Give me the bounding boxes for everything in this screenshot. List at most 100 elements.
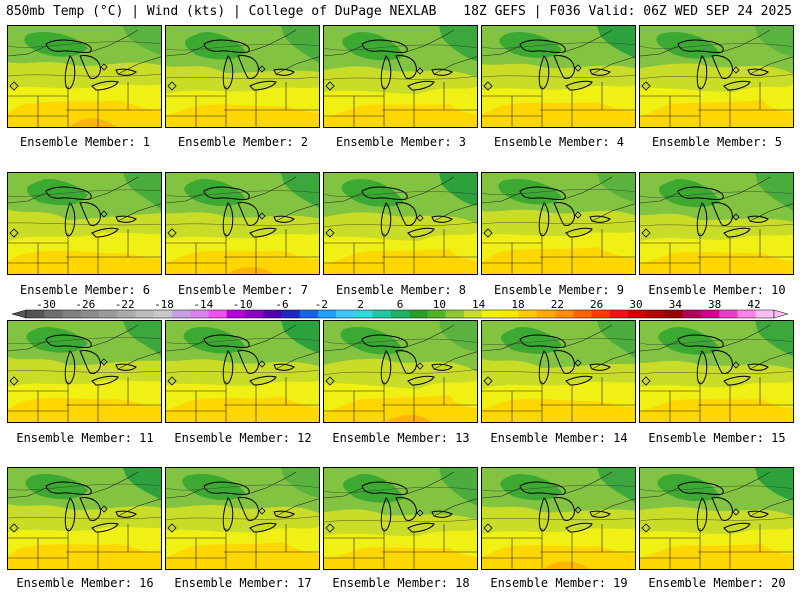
colorbar-swatch xyxy=(390,310,410,318)
colorbar-tick-label: -2 xyxy=(314,298,328,311)
ensemble-panel xyxy=(639,467,794,570)
ensemble-map xyxy=(482,26,635,127)
colorbar-swatch xyxy=(646,310,665,318)
ensemble-map xyxy=(8,321,161,422)
colorbar-tick-label: 30 xyxy=(629,298,643,311)
colorbar-tick-label: 26 xyxy=(590,298,604,311)
colorbar-swatch xyxy=(555,310,574,318)
ensemble-map xyxy=(640,321,793,422)
colorbar-swatch xyxy=(409,310,428,318)
ensemble-map xyxy=(482,468,635,569)
ensemble-map xyxy=(482,321,635,422)
colorbar-swatch xyxy=(427,310,446,318)
colorbar-scale xyxy=(11,309,789,319)
ensemble-map xyxy=(324,321,477,422)
ensemble-map xyxy=(640,468,793,569)
colorbar-swatch xyxy=(463,310,483,318)
ensemble-panel xyxy=(323,25,478,128)
ensemble-member-label: Ensemble Member: 18 xyxy=(332,576,470,590)
ensemble-panel xyxy=(639,320,794,423)
ensemble-panel xyxy=(7,320,162,423)
colorbar-swatch xyxy=(98,310,118,318)
colorbar-tick-label: -18 xyxy=(154,298,174,311)
colorbar-swatch xyxy=(226,310,246,318)
colorbar-tick-label: 18 xyxy=(511,298,525,311)
colorbar-swatch xyxy=(682,310,702,318)
ensemble-panel xyxy=(165,320,320,423)
ensemble-member-label: Ensemble Member: 19 xyxy=(490,576,628,590)
ensemble-member-label: Ensemble Member: 3 xyxy=(335,135,467,149)
colorbar-swatch xyxy=(518,310,538,318)
colorbar-swatch xyxy=(44,310,63,318)
ensemble-member-label: Ensemble Member: 1 xyxy=(19,135,151,149)
ensemble-member-label: Ensemble Member: 12 xyxy=(174,431,312,445)
colorbar-swatch xyxy=(372,310,392,318)
colorbar-tick-label: 22 xyxy=(550,298,564,311)
ensemble-map xyxy=(482,173,635,274)
ensemble-panel xyxy=(481,467,636,570)
ensemble-map xyxy=(166,321,319,422)
colorbar-swatch xyxy=(354,310,373,318)
colorbar-tick-label: 10 xyxy=(432,298,446,311)
colorbar-tick-label: 38 xyxy=(708,298,722,311)
colorbar-tick-label: 34 xyxy=(668,298,682,311)
colorbar-tick-label: -10 xyxy=(232,298,253,311)
colorbar-swatch xyxy=(80,310,100,318)
colorbar-swatch xyxy=(445,310,465,318)
ensemble-member-label: Ensemble Member: 13 xyxy=(332,431,470,445)
ensemble-panel xyxy=(323,172,478,275)
colorbar-swatch xyxy=(336,310,355,318)
ensemble-member-label: Ensemble Member: 8 xyxy=(335,283,467,297)
colorbar-tick-label: -6 xyxy=(275,298,289,311)
colorbar-swatch xyxy=(299,310,319,318)
colorbar-tick-label: 14 xyxy=(472,298,486,311)
ensemble-member-label: Ensemble Member: 15 xyxy=(648,431,786,445)
temperature-colorbar: -30 -26 -22 -18 -14 -10 -6 -2 2 6 10 14 18 22 26 30 34 38… xyxy=(6,298,794,320)
ensemble-member-label: Ensemble Member: 6 xyxy=(19,283,151,297)
colorbar-tick-label: -26 xyxy=(75,298,96,311)
colorbar-swatch xyxy=(701,310,720,318)
ensemble-panel xyxy=(639,25,794,128)
ensemble-map xyxy=(8,173,161,274)
ensemble-map xyxy=(324,173,477,274)
ensemble-panel xyxy=(165,467,320,570)
colorbar-swatch xyxy=(281,310,300,318)
ensemble-map xyxy=(166,26,319,127)
colorbar-swatch xyxy=(591,310,611,318)
colorbar-arrow-left xyxy=(11,309,27,319)
ensemble-panel xyxy=(7,172,162,275)
ensemble-member-label: Ensemble Member: 4 xyxy=(493,135,625,149)
colorbar-swatch xyxy=(628,310,647,318)
ensemble-panel xyxy=(639,172,794,275)
ensemble-member-label: Ensemble Member: 20 xyxy=(648,576,786,590)
colorbar-swatch xyxy=(263,310,282,318)
colorbar-swatch xyxy=(536,310,556,318)
colorbar-swatch xyxy=(500,310,519,318)
colorbar-swatch xyxy=(609,310,629,318)
ensemble-member-label: Ensemble Member: 11 xyxy=(16,431,154,445)
ensemble-panel xyxy=(165,172,320,275)
colorbar-swatch xyxy=(755,310,775,318)
ensemble-member-label: Ensemble Member: 14 xyxy=(490,431,628,445)
colorbar-swatch xyxy=(573,310,592,318)
colorbar-tick-label: 2 xyxy=(357,298,364,311)
ensemble-map xyxy=(640,173,793,274)
colorbar-swatch xyxy=(190,310,209,318)
colorbar-tick-label: 6 xyxy=(396,298,404,311)
ensemble-member-label: Ensemble Member: 9 xyxy=(493,283,625,297)
ensemble-member-label: Ensemble Member: 10 xyxy=(648,283,786,297)
colorbar-swatch xyxy=(244,310,264,318)
ensemble-panel xyxy=(7,467,162,570)
ensemble-panel xyxy=(481,172,636,275)
ensemble-member-label: Ensemble Member: 16 xyxy=(16,576,154,590)
colorbar-swatch xyxy=(153,310,173,318)
colorbar-tick-label: -22 xyxy=(114,298,135,311)
header-title: 850mb Temp (°C) | Wind (kts) | College o… xyxy=(6,4,437,19)
ensemble-map xyxy=(166,173,319,274)
ensemble-map xyxy=(166,468,319,569)
ensemble-panel xyxy=(165,25,320,128)
colorbar-swatch xyxy=(208,310,227,318)
colorbar-swatch xyxy=(317,310,337,318)
colorbar-swatch xyxy=(171,310,191,318)
colorbar-swatch xyxy=(719,310,738,318)
